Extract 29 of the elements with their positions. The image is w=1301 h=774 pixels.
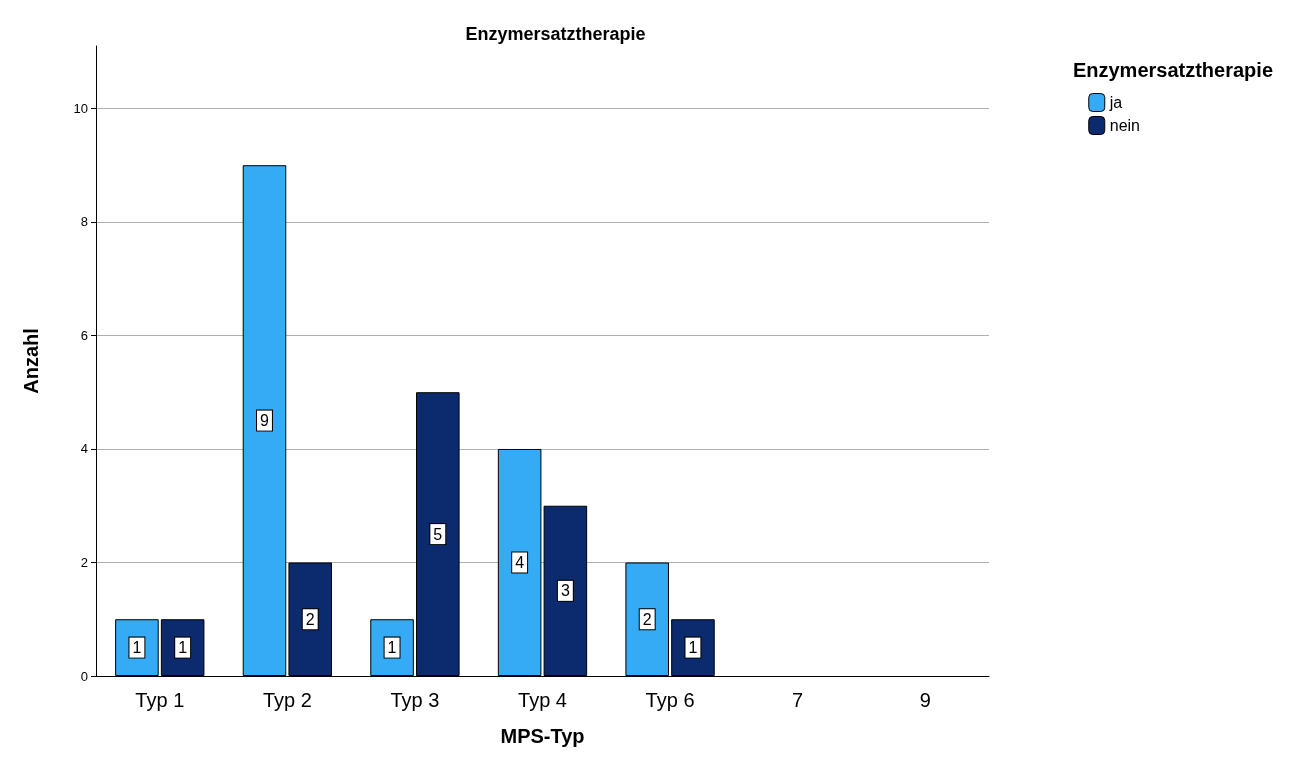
y-tick-label: 2 <box>80 554 88 570</box>
y-tick-label: 6 <box>80 327 88 343</box>
y-tick-label: 4 <box>80 441 88 457</box>
chart-title: Enzymersatztherapie <box>465 24 646 44</box>
data-label: 9 <box>260 412 270 430</box>
data-label: 1 <box>387 639 397 657</box>
data-label: 1 <box>178 639 188 657</box>
data-label: 2 <box>305 610 315 628</box>
x-tick-label: 7 <box>792 689 804 711</box>
data-label: 5 <box>433 525 443 543</box>
data-label: 1 <box>688 639 698 657</box>
data-label: 1 <box>132 639 142 657</box>
x-tick-label: 9 <box>919 689 931 711</box>
x-tick-label: Typ 4 <box>518 689 567 711</box>
legend-label: ja <box>1108 94 1123 111</box>
y-axis-title: Anzahl <box>20 328 42 394</box>
x-tick-label: Typ 1 <box>135 689 185 711</box>
y-tick-label: 8 <box>80 214 88 230</box>
y-tick-label: 0 <box>80 668 88 684</box>
legend-title: Enzymersatztherapie <box>1072 59 1273 81</box>
data-label: 2 <box>642 610 652 628</box>
x-tick-label: Typ 3 <box>390 689 440 711</box>
x-tick-label: Typ 2 <box>262 689 312 711</box>
x-axis-title: MPS-Typ <box>500 725 585 747</box>
y-tick-label: 10 <box>73 100 88 116</box>
x-tick-label: Typ 6 <box>645 689 695 711</box>
legend-label: nein <box>1109 117 1140 134</box>
data-label: 4 <box>515 553 525 571</box>
data-label: 3 <box>560 582 570 600</box>
